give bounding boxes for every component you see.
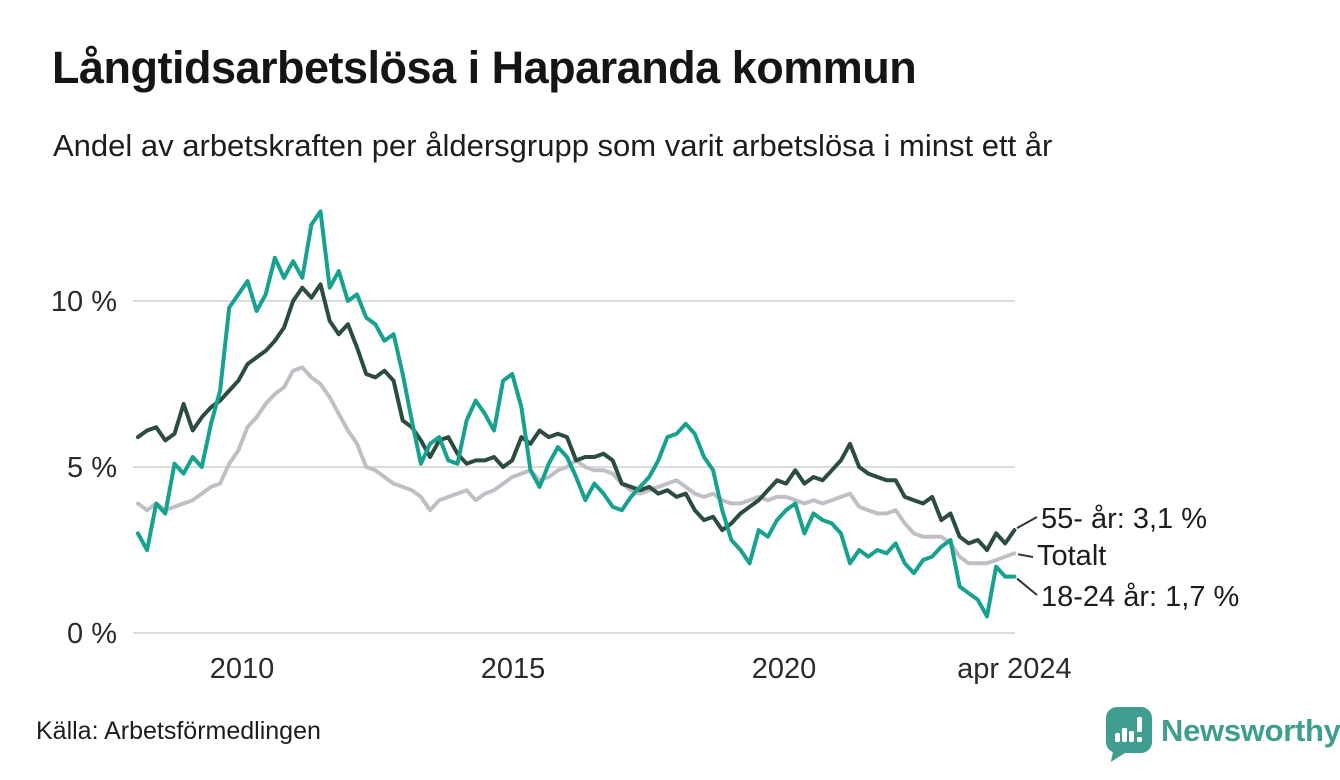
series-line-55- år <box>135 282 1017 552</box>
end-label-55-ar: 55- år: 3,1 % <box>1041 503 1208 535</box>
x-axis-tick-labels: 2010 2015 2020 apr 2024 <box>210 653 1072 685</box>
y-tick-label: 10 % <box>51 286 117 318</box>
x-tick-label: 2015 <box>481 653 546 685</box>
newsworthy-wordmark: Newsworthy <box>1161 713 1340 748</box>
end-label-18-24-ar: 18-24 år: 1,7 % <box>1041 581 1240 613</box>
newsworthy-bubble-chart-icon <box>1106 707 1152 762</box>
newsworthy-logo: Newsworthy <box>1106 705 1340 765</box>
y-tick-label: 5 % <box>67 452 117 484</box>
speech-bubble-tail <box>1110 751 1129 762</box>
x-tick-label: 2010 <box>210 653 275 685</box>
series-line-18-24 år <box>135 209 1017 619</box>
page-title: Långtidsarbetslösa i Haparanda kommun <box>52 42 917 93</box>
x-tick-label: 2020 <box>752 653 817 685</box>
connector-line <box>1017 553 1034 558</box>
label-connector-lines <box>1016 516 1038 596</box>
y-tick-label: 0 % <box>67 618 117 650</box>
connector-line <box>1016 577 1038 596</box>
x-tick-label: apr 2024 <box>957 653 1072 685</box>
connector-line <box>1016 516 1038 529</box>
y-axis-tick-labels: 0 % 5 % 10 % <box>51 286 117 650</box>
series-lines <box>135 209 1017 619</box>
gridlines <box>133 300 1015 634</box>
end-label-totalt: Totalt <box>1037 540 1107 572</box>
page-subtitle: Andel av arbetskraften per åldersgrupp s… <box>53 128 1053 163</box>
series-line-Totalt <box>135 365 1017 566</box>
source-note: Källa: Arbetsförmedlingen <box>36 717 321 745</box>
